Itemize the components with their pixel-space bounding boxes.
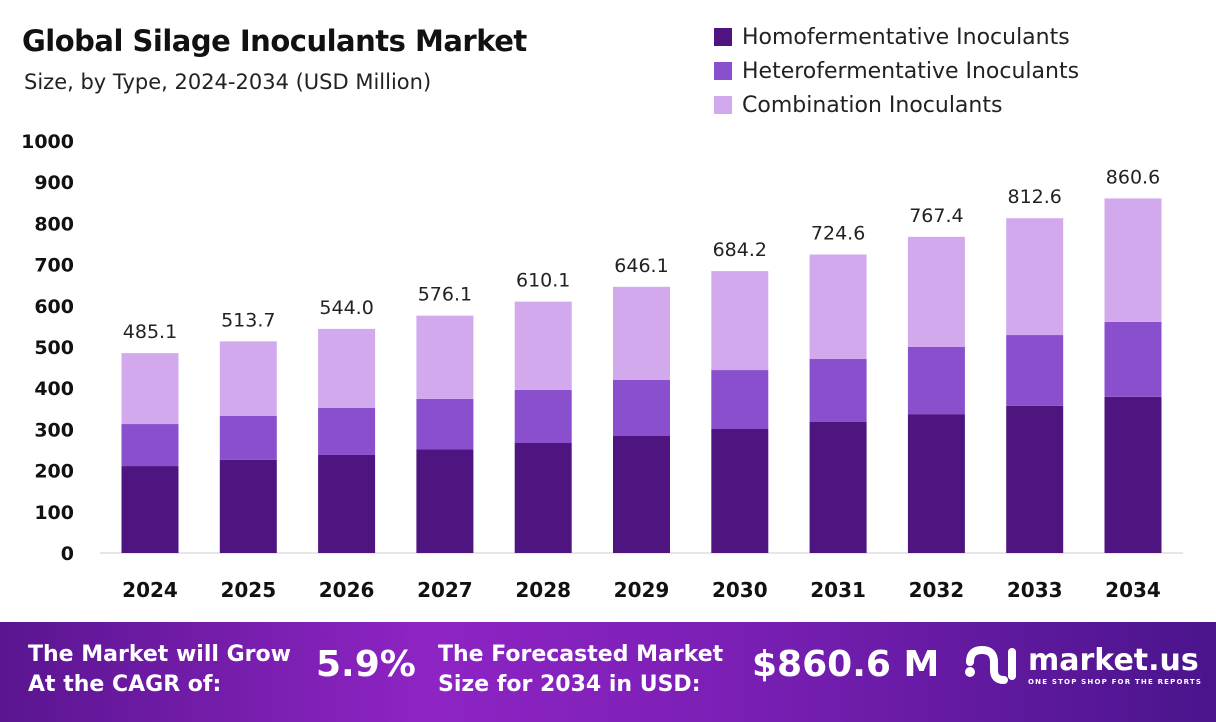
forecast-label: The Forecasted Market Size for 2034 in U… bbox=[438, 640, 723, 700]
y-tick-label: 200 bbox=[34, 461, 74, 483]
legend-label: Combination Inoculants bbox=[742, 92, 1003, 118]
legend-swatch bbox=[714, 62, 732, 80]
bar-segment-combination bbox=[711, 271, 769, 371]
bar-segment-combination bbox=[1006, 218, 1064, 336]
legend-swatch bbox=[714, 96, 732, 114]
x-tick-label: 2026 bbox=[319, 578, 375, 602]
forecast-label-line: The Forecasted Market bbox=[438, 642, 724, 667]
bar-segment-homofermentative bbox=[318, 454, 376, 553]
legend-item-homofermentative: Homofermentative Inoculants bbox=[714, 20, 1079, 54]
data-label: 812.6 bbox=[1007, 186, 1061, 208]
x-tick-label: 2028 bbox=[515, 578, 571, 602]
y-tick-label: 300 bbox=[34, 419, 74, 441]
y-tick-label: 0 bbox=[61, 543, 74, 565]
bar-segment-heterofermentative bbox=[514, 389, 572, 443]
bar-segment-heterofermentative bbox=[907, 347, 965, 415]
data-label: 860.6 bbox=[1106, 166, 1160, 188]
bar-segment-heterofermentative bbox=[613, 379, 670, 436]
footer-banner: The Market will Grow At the CAGR of: 5.9… bbox=[0, 622, 1216, 722]
x-tick-label: 2032 bbox=[909, 578, 965, 602]
bar-segment-homofermentative bbox=[514, 442, 572, 553]
bar-segment-homofermentative bbox=[907, 414, 965, 553]
bar-segment-homofermentative bbox=[809, 421, 867, 553]
bar-segment-combination bbox=[514, 301, 572, 390]
y-tick-label: 900 bbox=[34, 172, 74, 194]
bar-segment-combination bbox=[809, 254, 867, 359]
x-tick-label: 2024 bbox=[122, 578, 178, 602]
bar-segment-homofermentative bbox=[1104, 396, 1162, 553]
logo-icon bbox=[965, 645, 1016, 684]
bar-segment-combination bbox=[416, 315, 474, 399]
logo-name: market.us bbox=[1028, 642, 1199, 678]
data-label: 767.4 bbox=[909, 205, 963, 227]
chart-title: Global Silage Inoculants Market bbox=[22, 24, 527, 58]
chart-subtitle: Size, by Type, 2024-2034 (USD Million) bbox=[24, 70, 432, 94]
data-label: 485.1 bbox=[123, 321, 177, 343]
legend-item-heterofermentative: Heterofermentative Inoculants bbox=[714, 54, 1079, 88]
bar-segment-combination bbox=[907, 236, 965, 347]
y-tick-label: 500 bbox=[34, 337, 74, 359]
logo-tagline: ONE STOP SHOP FOR THE REPORTS bbox=[1028, 677, 1203, 686]
y-tick-label: 600 bbox=[34, 296, 74, 318]
data-label: 724.6 bbox=[811, 222, 865, 244]
x-tick-label: 2031 bbox=[810, 578, 866, 602]
x-tick-label: 2030 bbox=[712, 578, 768, 602]
data-label: 646.1 bbox=[614, 255, 668, 277]
bar-segment-heterofermentative bbox=[219, 415, 277, 460]
forecast-label-line: Size for 2034 in USD: bbox=[438, 672, 701, 697]
chart: 0 100 200 300 400 500 600 700 800 900 1000 485.1 202… bbox=[21, 131, 1183, 602]
y-tick-label: 400 bbox=[34, 378, 74, 400]
bar-segment-homofermentative bbox=[711, 428, 769, 553]
bar-segment-heterofermentative bbox=[318, 407, 376, 455]
bar-segment-combination bbox=[1104, 198, 1162, 322]
bar-segment-combination bbox=[613, 286, 670, 380]
forecast-value: $860.6 M bbox=[752, 644, 940, 685]
x-tick-label: 2033 bbox=[1007, 578, 1063, 602]
x-tick-label: 2025 bbox=[220, 578, 276, 602]
bar-segment-heterofermentative bbox=[809, 358, 867, 422]
bar-segment-combination bbox=[219, 341, 277, 416]
cagr-value: 5.9% bbox=[316, 644, 416, 685]
market-us-logo: market.us ONE STOP SHOP FOR THE REPORTS bbox=[962, 642, 1202, 686]
data-label: 610.1 bbox=[516, 270, 570, 292]
data-label: 684.2 bbox=[713, 239, 767, 261]
bar-segment-heterofermentative bbox=[1006, 335, 1064, 406]
bar-segment-heterofermentative bbox=[711, 370, 769, 429]
bar-segment-combination bbox=[318, 328, 376, 408]
y-tick-label: 700 bbox=[34, 255, 74, 277]
bar-segment-heterofermentative bbox=[121, 424, 179, 467]
bar-segment-heterofermentative bbox=[1104, 321, 1162, 397]
legend: Homofermentative Inoculants Heterofermen… bbox=[714, 20, 1079, 122]
y-tick-label: 100 bbox=[34, 502, 74, 524]
legend-item-combination: Combination Inoculants bbox=[714, 88, 1079, 122]
bar-segment-homofermentative bbox=[416, 449, 474, 553]
cagr-label-line: At the CAGR of: bbox=[28, 672, 222, 697]
y-tick-label: 800 bbox=[34, 213, 74, 235]
data-label: 513.7 bbox=[221, 309, 275, 331]
bar-segment-homofermentative bbox=[219, 459, 277, 553]
bar-segment-homofermentative bbox=[121, 466, 179, 553]
x-tick-label: 2034 bbox=[1105, 578, 1161, 602]
y-tick-label: 1000 bbox=[21, 131, 74, 153]
bar-segment-homofermentative bbox=[1006, 405, 1064, 553]
legend-label: Heterofermentative Inoculants bbox=[742, 58, 1080, 84]
data-label: 576.1 bbox=[418, 284, 472, 306]
legend-swatch bbox=[714, 28, 732, 46]
cagr-label-line: The Market will Grow bbox=[28, 642, 291, 667]
x-tick-label: 2027 bbox=[417, 578, 473, 602]
bar-segment-heterofermentative bbox=[416, 398, 474, 450]
legend-label: Homofermentative Inoculants bbox=[742, 24, 1070, 50]
bar-segment-combination bbox=[121, 353, 179, 425]
data-label: 544.0 bbox=[319, 297, 373, 319]
bar-segment-homofermentative bbox=[613, 435, 670, 553]
x-tick-label: 2029 bbox=[614, 578, 670, 602]
cagr-label: The Market will Grow At the CAGR of: bbox=[28, 640, 291, 700]
